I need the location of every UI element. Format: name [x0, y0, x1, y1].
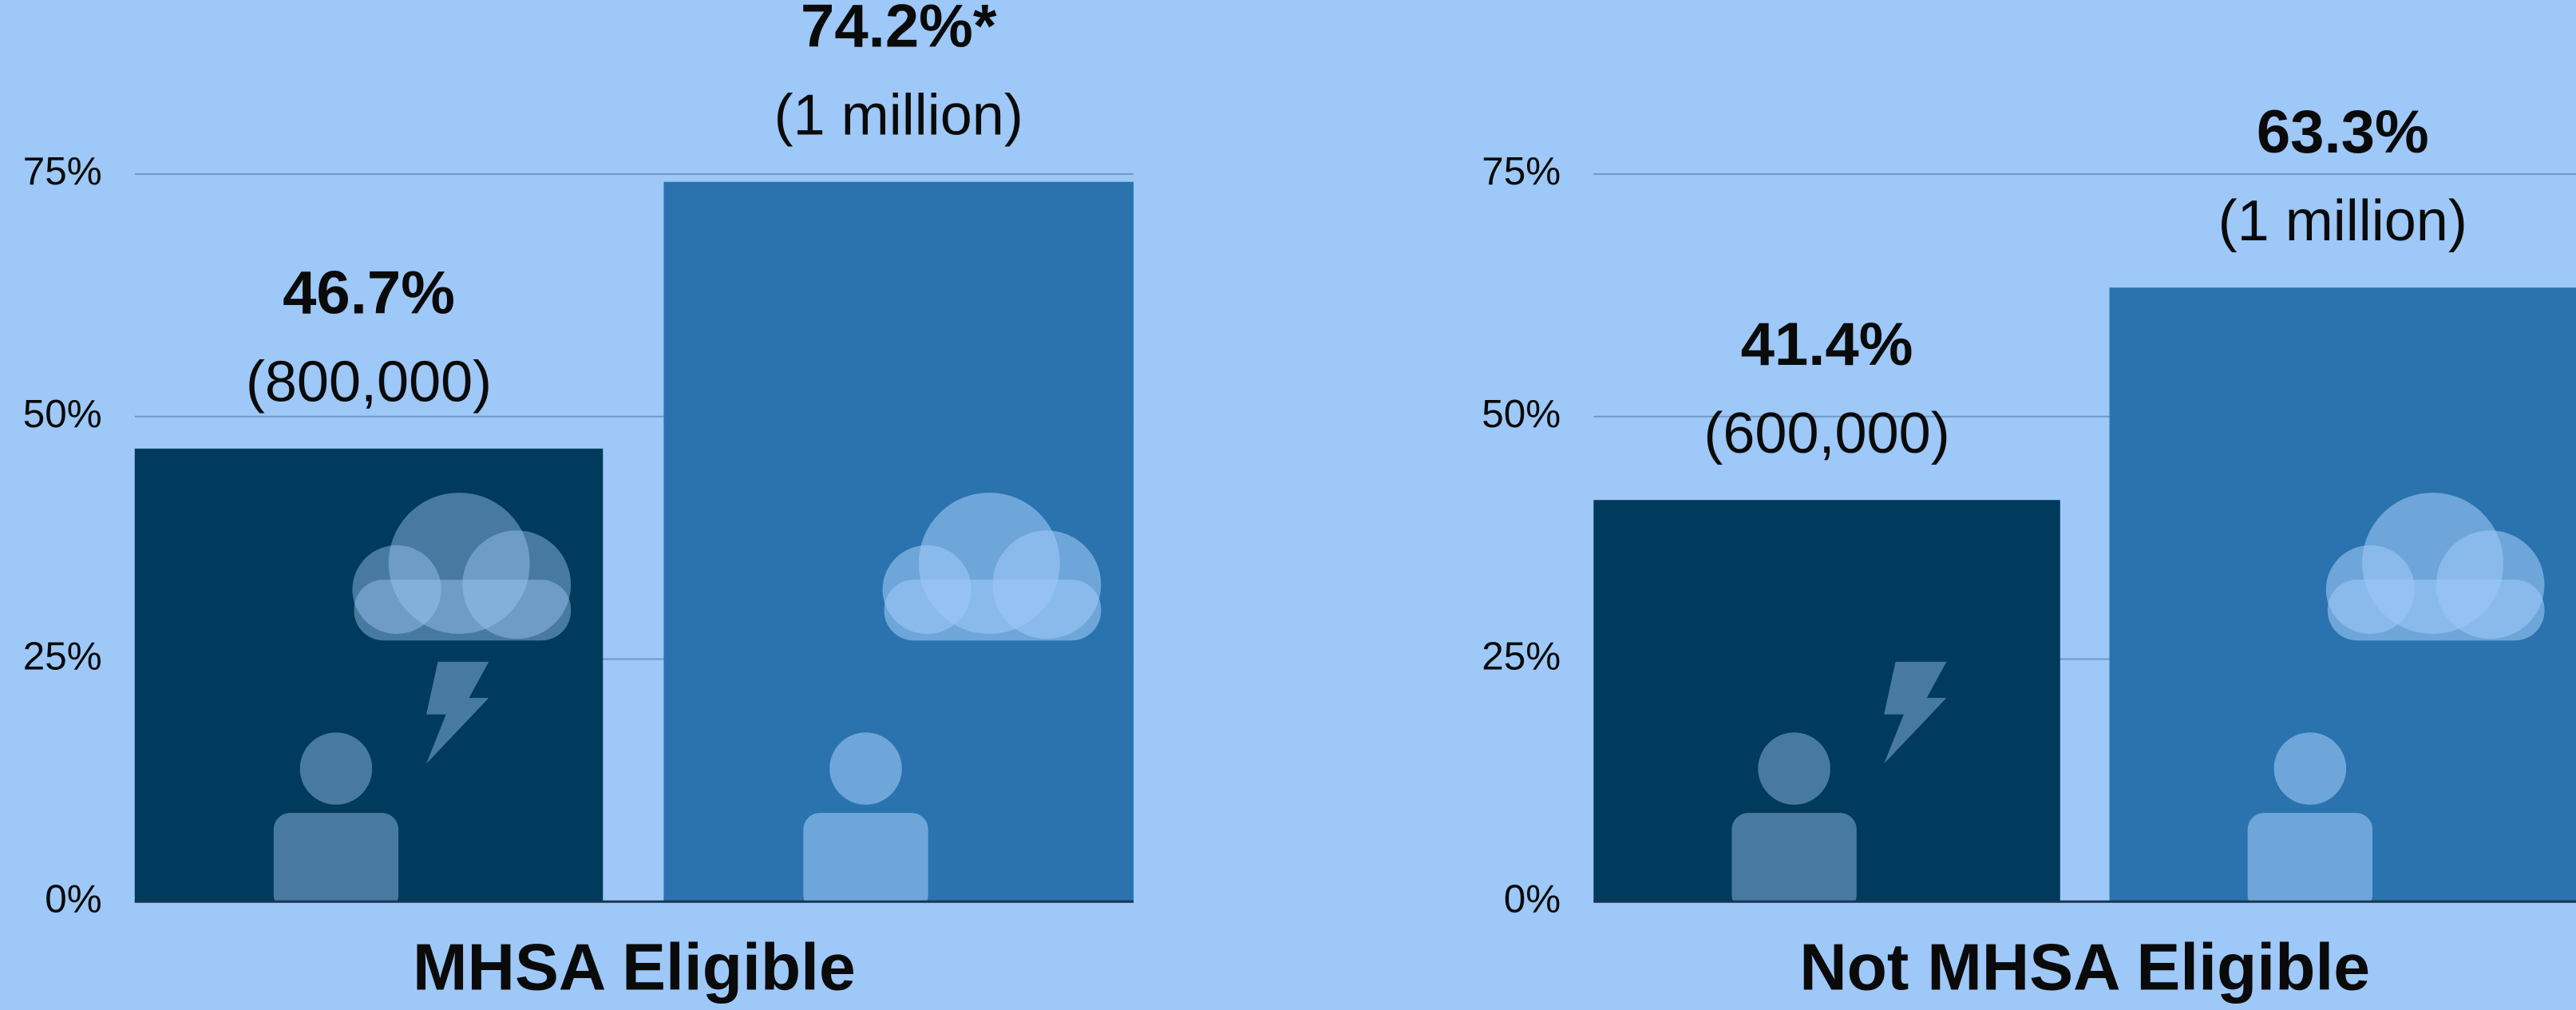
x-axis-label: Not MHSA Eligible [1799, 931, 2370, 1004]
person-icon [2273, 732, 2347, 805]
lightning-icon [426, 661, 489, 764]
cloud-icon [884, 580, 1102, 641]
y-tick-label: 0% [1504, 877, 1561, 921]
cloud-icon [352, 545, 441, 634]
y-tick-label: 25% [1482, 635, 1561, 679]
count-label: (1 million) [774, 84, 1023, 148]
y-tick-label: 75% [23, 149, 102, 193]
y-tick-label: 0% [45, 877, 101, 921]
bar [134, 448, 603, 902]
value-label: 41.4% [1741, 311, 1913, 378]
cloud-icon [354, 580, 572, 641]
person-icon [299, 732, 373, 805]
lightning-icon [1884, 661, 1947, 764]
y-tick-label: 50% [1482, 392, 1561, 436]
count-label: (1 million) [2218, 189, 2467, 253]
person-icon [829, 732, 902, 805]
value-label: 46.7% [283, 259, 455, 327]
y-tick-label: 75% [1482, 149, 1561, 193]
cloud-icon [2327, 580, 2545, 641]
cloud-icon [462, 530, 572, 640]
value-label: 63.3% [2257, 98, 2429, 166]
y-tick-label: 25% [23, 635, 102, 679]
y-tick-label: 50% [23, 392, 102, 436]
value-label: 74.2%* [801, 0, 997, 61]
person-icon [803, 813, 928, 912]
person-icon [2247, 813, 2373, 912]
person-icon [1731, 813, 1857, 912]
x-axis-label: MHSA Eligible [413, 931, 856, 1004]
count-label: (600,000) [1703, 402, 1949, 465]
bar [1593, 500, 2060, 902]
person-icon [1758, 732, 1830, 805]
cloud-icon [388, 493, 530, 634]
person-icon [273, 813, 399, 912]
count-label: (800,000) [246, 351, 492, 414]
